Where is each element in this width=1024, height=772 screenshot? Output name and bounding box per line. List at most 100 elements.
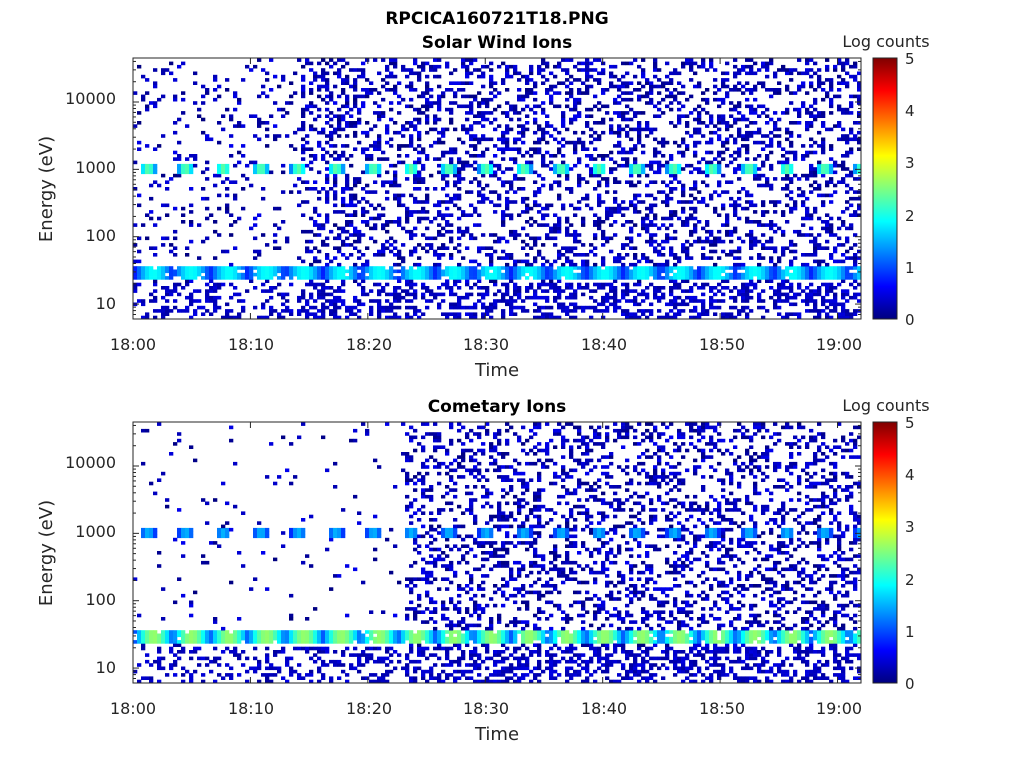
spectrogram-cell [633,144,637,148]
spectrogram-cell [585,85,589,89]
spectrogram-cell [309,240,313,244]
spectrogram-cell [285,111,289,115]
spectrogram-cell [669,72,673,76]
spectrogram-cell [797,134,801,138]
spectrogram-cell [577,286,581,290]
spectrogram-cell [617,180,621,184]
spectrogram-cell [177,154,181,158]
spectrogram-cell [461,105,465,109]
spectrogram-cell [665,227,669,231]
spectrogram-cell [617,270,621,274]
spectrogram-cell [329,187,333,191]
spectrogram-cell [637,141,641,145]
spectrogram-cell [201,187,205,191]
spectrogram-cell [841,296,845,300]
spectrogram-cell [505,138,509,142]
spectrogram-cell [697,237,701,241]
spectrogram-cell [645,101,649,105]
spectrogram-cell [597,134,601,138]
spectrogram-cell [757,220,761,224]
spectrogram-cell [369,128,373,132]
spectrogram-cell [213,184,217,188]
spectrogram-cell [545,151,549,155]
spectrogram-cell [845,299,849,303]
spectrogram-cell [813,108,817,112]
spectrogram-cell [377,309,381,313]
spectrogram-cell [645,309,649,313]
spectrogram-cell [669,190,673,194]
spectrogram-cell [725,253,729,257]
spectrogram-cell [673,303,677,307]
spectrogram-cell [805,263,809,267]
spectrogram-cell [641,144,645,148]
spectrogram-cell [445,151,449,155]
spectrogram-cell [633,194,637,198]
spectrogram-cell [373,223,377,227]
spectrogram-cell [333,144,337,148]
spectrogram-cell [377,270,381,274]
spectrogram-cell [677,167,681,171]
spectrogram-cell [697,161,701,165]
spectrogram-cell [309,230,313,234]
spectrogram-cell [229,296,233,300]
spectrogram-cell [609,131,613,135]
spectrogram-cell [593,299,597,303]
spectrogram-cell [837,283,841,287]
spectrogram-cell [677,283,681,287]
spectrogram-cell [301,260,305,264]
spectrogram-cell [373,270,377,274]
spectrogram-cell [761,141,765,145]
spectrogram-cell [753,167,757,171]
spectrogram-cell [289,171,293,175]
spectrogram-cell [201,131,205,135]
spectrogram-cell [601,91,605,95]
spectrogram-cell [769,95,773,99]
spectrogram-cell [685,279,689,283]
spectrogram-cell [629,184,633,188]
spectrogram-cell [689,111,693,115]
spectrogram-cell [561,111,565,115]
spectrogram-cell [497,164,501,168]
spectrogram-cell [557,266,561,270]
spectrogram-cell [237,312,241,316]
spectrogram-cell [449,230,453,234]
spectrogram-cell [565,260,569,264]
spectrogram-cell [425,131,429,135]
spectrogram-cell [749,296,753,300]
spectrogram-cell [325,85,329,89]
spectrogram-cell [353,177,357,181]
spectrogram-cell [845,62,849,66]
spectrogram-cell [337,171,341,175]
spectrogram-cell [617,131,621,135]
spectrogram-cell [681,194,685,198]
spectrogram-cell [329,270,333,274]
spectrogram-cell [141,95,145,99]
spectrogram-cell [817,217,821,221]
spectrogram-cell [413,171,417,175]
spectrogram-cell [337,270,341,274]
spectrogram-cell [809,138,813,142]
spectrogram-cell [757,174,761,178]
spectrogram-cell [481,118,485,122]
spectrogram-cell [517,151,521,155]
spectrogram-cell [421,111,425,115]
spectrogram-cell [301,88,305,92]
spectrogram-cell [761,147,765,151]
spectrogram-cell [325,161,329,165]
spectrogram-cell [637,98,641,102]
spectrogram-cell [545,62,549,66]
spectrogram-cell [649,85,653,89]
spectrogram-cell [689,95,693,99]
spectrogram-cell [341,128,345,132]
spectrogram-cell [229,266,233,270]
spectrogram-cell [821,124,825,128]
spectrogram-cell [245,273,249,277]
spectrogram-cell [805,296,809,300]
spectrogram-cell [305,62,309,66]
spectrogram-cell [633,303,637,307]
spectrogram-cell [433,58,437,62]
spectrogram-cell [593,157,597,161]
spectrogram-cell [573,309,577,313]
spectrogram-cell [153,270,157,274]
spectrogram-cell [641,85,645,89]
